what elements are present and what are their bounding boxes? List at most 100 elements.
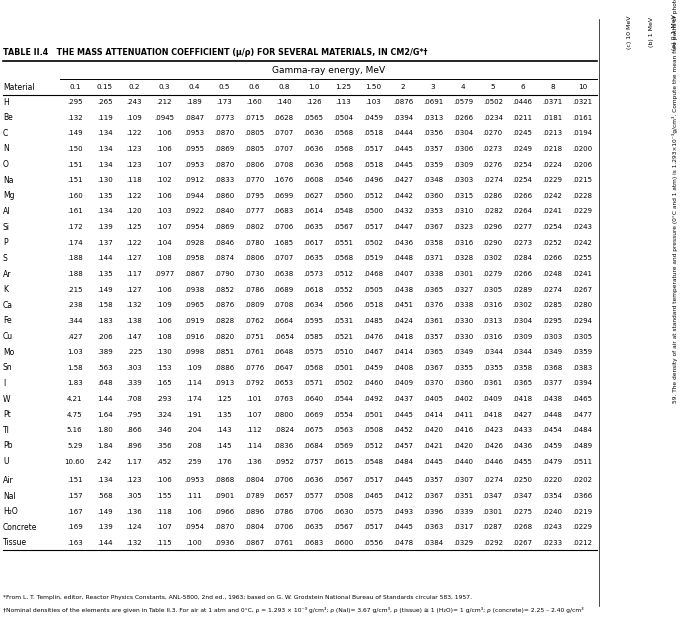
Text: .0407: .0407 xyxy=(393,271,413,277)
Text: .0279: .0279 xyxy=(483,271,503,277)
Text: .0267: .0267 xyxy=(573,286,592,293)
Text: 2: 2 xyxy=(401,84,405,91)
Text: .0284: .0284 xyxy=(512,255,533,262)
Text: .293: .293 xyxy=(157,396,172,402)
Text: .0445: .0445 xyxy=(423,459,443,464)
Text: .106: .106 xyxy=(157,286,172,293)
Text: .132: .132 xyxy=(127,302,142,308)
Text: .0508: .0508 xyxy=(333,493,354,499)
Text: .127: .127 xyxy=(127,255,142,262)
Text: .0266: .0266 xyxy=(512,271,533,277)
Text: .0414: .0414 xyxy=(423,412,443,418)
Text: .0551: .0551 xyxy=(333,240,354,246)
Text: .0675: .0675 xyxy=(304,427,323,433)
Text: .0635: .0635 xyxy=(304,255,323,262)
Text: .0824: .0824 xyxy=(274,427,294,433)
Text: .0305: .0305 xyxy=(573,334,592,339)
Text: .0344: .0344 xyxy=(483,349,503,355)
Text: .0840: .0840 xyxy=(214,209,234,214)
Text: .0270: .0270 xyxy=(483,130,503,137)
Text: .145: .145 xyxy=(216,443,232,449)
Text: .0809: .0809 xyxy=(244,302,264,308)
Text: .109: .109 xyxy=(186,365,202,371)
Text: .427: .427 xyxy=(67,334,83,339)
Text: O: O xyxy=(3,160,9,169)
Text: .0634: .0634 xyxy=(304,302,323,308)
Text: .0371: .0371 xyxy=(542,99,563,105)
Text: .0869: .0869 xyxy=(214,146,234,152)
Text: .161: .161 xyxy=(67,209,83,214)
Text: Pb: Pb xyxy=(3,441,13,450)
Text: .132: .132 xyxy=(67,115,83,121)
Text: .0459: .0459 xyxy=(363,365,384,371)
Text: .124: .124 xyxy=(127,524,142,530)
Text: .389: .389 xyxy=(97,349,113,355)
Text: .0445: .0445 xyxy=(393,146,413,152)
Text: .138: .138 xyxy=(127,318,142,324)
Text: .163: .163 xyxy=(67,540,83,546)
Text: 4: 4 xyxy=(461,84,466,91)
Text: .183: .183 xyxy=(97,318,113,324)
Text: .119: .119 xyxy=(97,115,113,121)
Text: .0360: .0360 xyxy=(423,193,443,199)
Text: .120: .120 xyxy=(127,209,142,214)
Text: .0510: .0510 xyxy=(333,349,354,355)
Text: .0786: .0786 xyxy=(274,508,294,515)
Text: .0478: .0478 xyxy=(393,540,413,546)
Text: .157: .157 xyxy=(67,493,83,499)
Text: .0459: .0459 xyxy=(363,115,384,121)
Text: .0313: .0313 xyxy=(483,318,503,324)
Text: .0307: .0307 xyxy=(453,477,473,484)
Text: .0517: .0517 xyxy=(363,224,384,230)
Text: .0966: .0966 xyxy=(214,508,234,515)
Text: .356: .356 xyxy=(157,443,172,449)
Text: .0867: .0867 xyxy=(244,540,264,546)
Text: .0928: .0928 xyxy=(184,240,204,246)
Text: .123: .123 xyxy=(127,161,142,168)
Text: .189: .189 xyxy=(186,99,202,105)
Text: .0579: .0579 xyxy=(453,99,473,105)
Text: .0757: .0757 xyxy=(304,459,323,464)
Text: .0804: .0804 xyxy=(244,477,264,484)
Text: .0795: .0795 xyxy=(244,193,264,199)
Text: (a) 0.1 MeV: (a) 0.1 MeV xyxy=(671,14,677,50)
Text: .452: .452 xyxy=(157,459,172,464)
Text: .0338: .0338 xyxy=(423,271,443,277)
Text: .0248: .0248 xyxy=(542,271,563,277)
Text: .136: .136 xyxy=(127,508,142,515)
Text: .0761: .0761 xyxy=(274,540,294,546)
Text: .0552: .0552 xyxy=(334,286,354,293)
Text: Ca: Ca xyxy=(3,300,13,310)
Text: .0585: .0585 xyxy=(304,334,323,339)
Text: .0321: .0321 xyxy=(573,99,592,105)
Text: .0354: .0354 xyxy=(542,493,563,499)
Text: .135: .135 xyxy=(97,271,113,277)
Text: .0452: .0452 xyxy=(393,427,413,433)
Text: 1.44: 1.44 xyxy=(97,396,113,402)
Text: .0617: .0617 xyxy=(304,240,324,246)
Text: .0276: .0276 xyxy=(483,161,503,168)
Text: .0517: .0517 xyxy=(363,524,384,530)
Text: 5: 5 xyxy=(491,84,495,91)
Text: .0355: .0355 xyxy=(453,365,473,371)
Text: .0357: .0357 xyxy=(423,334,443,339)
Text: .0800: .0800 xyxy=(274,412,294,418)
Text: .0432: .0432 xyxy=(393,209,413,214)
Text: .339: .339 xyxy=(127,380,142,387)
Text: .0654: .0654 xyxy=(274,334,294,339)
Text: .896: .896 xyxy=(127,443,142,449)
Text: .0249: .0249 xyxy=(512,146,533,152)
Text: .0310: .0310 xyxy=(453,209,473,214)
Text: .0365: .0365 xyxy=(423,349,443,355)
Text: .0416: .0416 xyxy=(453,427,473,433)
Text: H₂O: H₂O xyxy=(3,507,18,516)
Text: .132: .132 xyxy=(127,540,142,546)
Text: .0296: .0296 xyxy=(483,224,503,230)
Text: .0339: .0339 xyxy=(453,508,473,515)
Text: .0707: .0707 xyxy=(274,146,294,152)
Text: .0255: .0255 xyxy=(573,255,592,262)
Text: .0357: .0357 xyxy=(423,477,443,484)
Text: P: P xyxy=(3,238,8,248)
Text: 5.29: 5.29 xyxy=(67,443,83,449)
Text: .0492: .0492 xyxy=(363,396,384,402)
